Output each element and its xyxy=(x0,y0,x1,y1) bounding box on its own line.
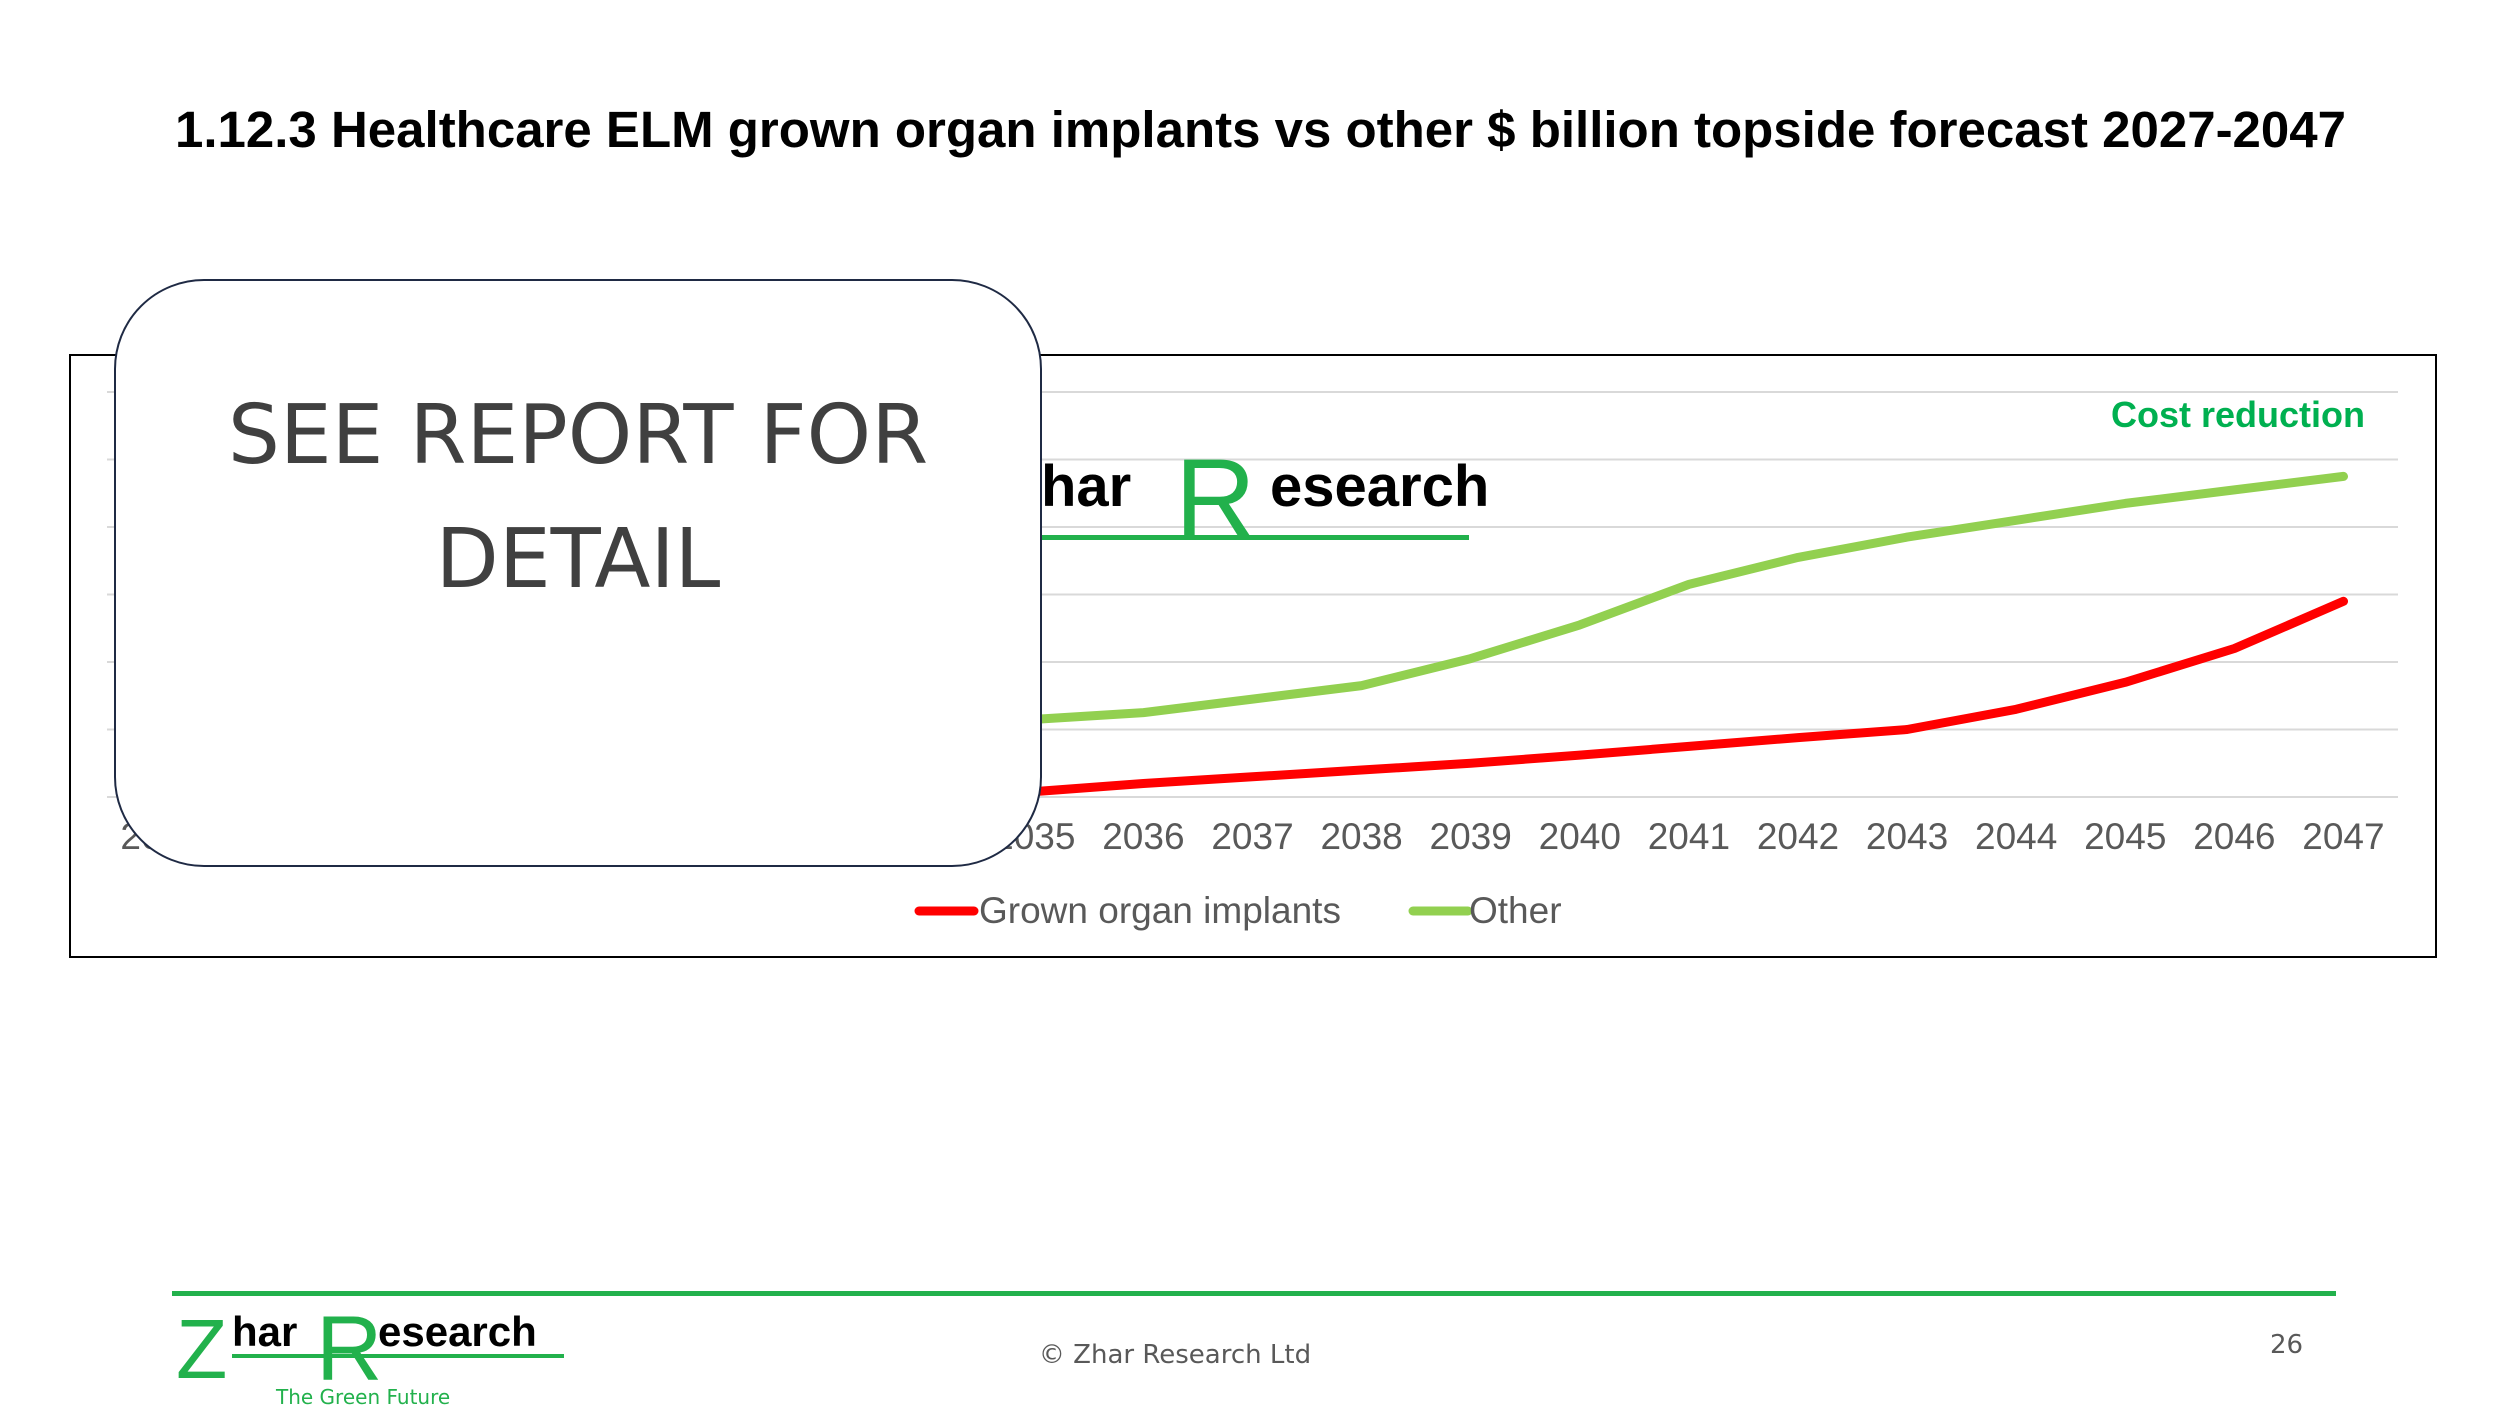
watermark-underline xyxy=(1041,535,1469,540)
footer-logo-letter-z: Z xyxy=(176,1302,227,1396)
footer-logo: Z har R esearch The Green Future xyxy=(176,1298,564,1409)
see-report-overlay: SEE REPORT FOR DETAIL xyxy=(114,279,1042,867)
page-number: 26 xyxy=(2270,1330,2304,1360)
watermark-letter-r: R xyxy=(1175,436,1256,561)
x-tick-label: 2036 xyxy=(1102,816,1184,857)
slide-title: 1.12.3 Healthcare ELM grown organ implan… xyxy=(175,101,2347,158)
x-tick-label: 2042 xyxy=(1757,816,1839,857)
watermark-text-har: har xyxy=(1041,454,1131,519)
x-tick-label: 2038 xyxy=(1320,816,1402,857)
footer-divider xyxy=(172,1291,2336,1296)
footer-logo-text-esearch: esearch xyxy=(378,1308,537,1355)
x-tick-label: 2047 xyxy=(2302,816,2384,857)
x-tick-label: 2043 xyxy=(1866,816,1948,857)
footer-logo-underline xyxy=(232,1354,564,1358)
see-report-text: SEE REPORT FOR DETAIL xyxy=(227,388,929,607)
watermark-text-esearch: esearch xyxy=(1270,454,1489,519)
x-tick-label: 2037 xyxy=(1211,816,1293,857)
x-tick-label: 2046 xyxy=(2193,816,2275,857)
x-tick-label: 2040 xyxy=(1539,816,1621,857)
x-tick-label: 2044 xyxy=(1975,816,2057,857)
footer-logo-letter-r: R xyxy=(316,1298,382,1400)
x-tick-label: 2041 xyxy=(1648,816,1730,857)
legend: Grown organ implants Other xyxy=(914,890,1562,931)
footer-logo-text-har: har xyxy=(232,1308,297,1355)
x-tick-label: 2045 xyxy=(2084,816,2166,857)
cost-reduction-annotation: Cost reduction xyxy=(2111,394,2365,435)
watermark-logo: Z har R esearch xyxy=(995,436,1489,561)
footer-logo-tagline: The Green Future xyxy=(275,1385,450,1409)
x-tick-label: 2039 xyxy=(1430,816,1512,857)
legend-label-grown: Grown organ implants xyxy=(979,890,1341,931)
legend-label-other: Other xyxy=(1469,890,1562,931)
copyright-text: © Zhar Research Ltd xyxy=(1038,1340,1312,1370)
